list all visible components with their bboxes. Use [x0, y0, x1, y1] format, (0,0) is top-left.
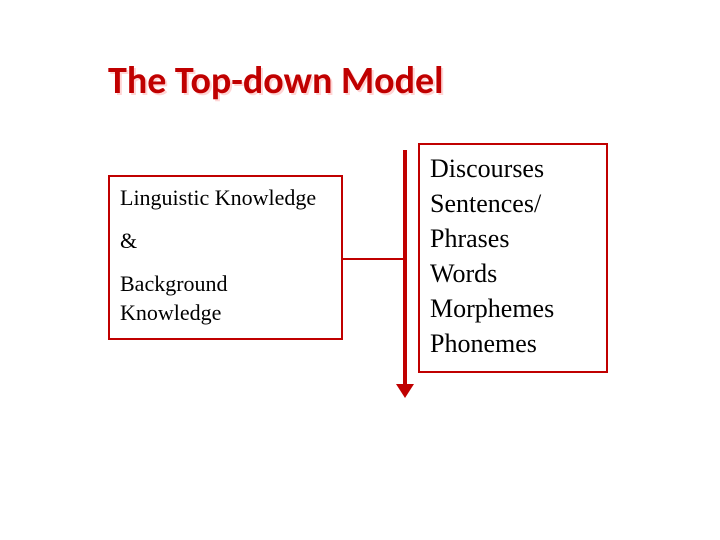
- box-line: &: [120, 226, 331, 256]
- box-line: Background: [120, 269, 331, 299]
- box-line: [120, 256, 331, 269]
- hierarchy-box: DiscoursesSentences/PhrasesWordsMorpheme…: [418, 143, 608, 373]
- box-line: Phrases: [430, 221, 596, 256]
- box-line: Phonemes: [430, 326, 596, 361]
- hierarchy-arrow-head: [396, 384, 414, 398]
- hierarchy-arrow-shaft: [403, 150, 407, 384]
- box-line: Linguistic Knowledge: [120, 183, 331, 213]
- knowledge-box: Linguistic Knowledge & BackgroundKnowled…: [108, 175, 343, 340]
- box-line: [120, 213, 331, 226]
- box-line: Sentences/: [430, 186, 596, 221]
- box-line: Words: [430, 256, 596, 291]
- slide-title: The Top-down Model: [108, 58, 443, 104]
- box-line: Knowledge: [120, 298, 331, 328]
- box-line: Discourses: [430, 151, 596, 186]
- connector-line: [343, 258, 405, 260]
- box-line: Morphemes: [430, 291, 596, 326]
